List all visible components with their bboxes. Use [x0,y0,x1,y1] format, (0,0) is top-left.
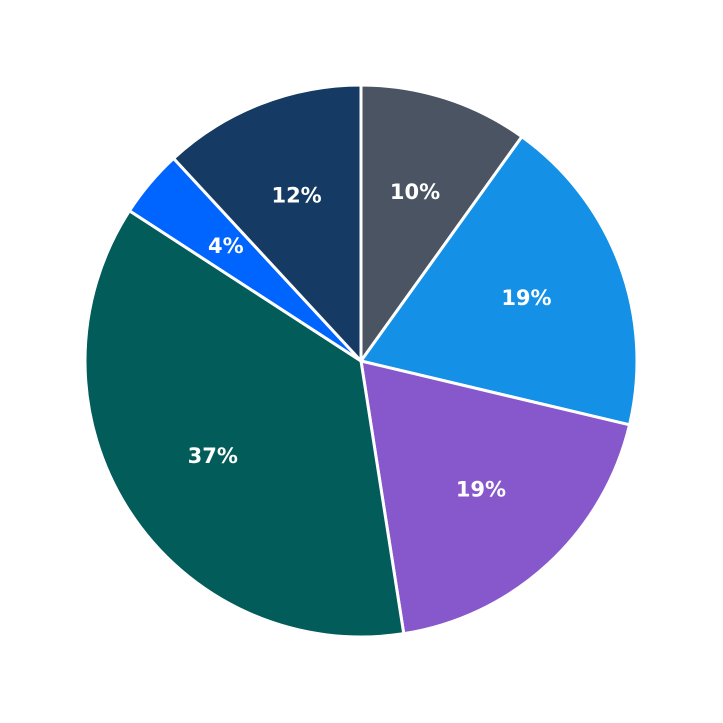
pie-slice [83,209,406,639]
slice-label: 19% [501,286,551,310]
pie-slice [359,83,524,363]
slice-label: 10% [390,180,440,204]
pie-slice [172,83,363,363]
slice-label: 4% [208,234,244,258]
pie-slice [359,359,632,636]
slice-label: 19% [456,478,506,502]
slice-label: 12% [271,184,321,208]
pie-slice [359,135,639,427]
slice-label: 37% [188,444,238,468]
